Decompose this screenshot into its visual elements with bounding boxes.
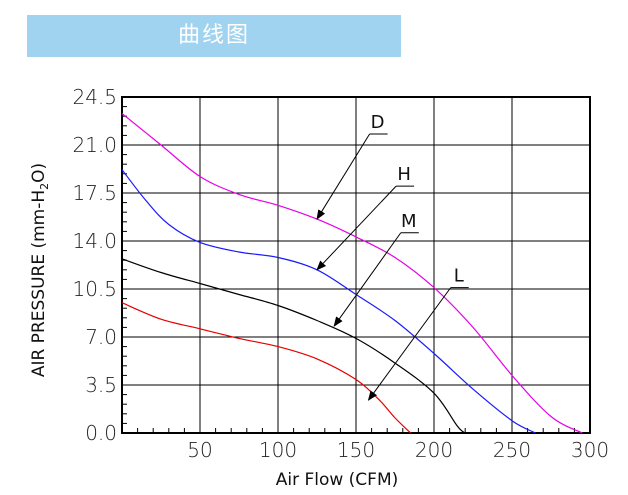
curve-label-m: M <box>401 211 417 232</box>
y-tick-label: 21.0 <box>72 133 117 157</box>
leader-arrow-d <box>316 133 371 220</box>
y-tick-label: 3.5 <box>85 373 117 397</box>
y-tick-label: 14.0 <box>72 229 117 253</box>
curve-h <box>121 169 536 434</box>
title-banner: 曲线图 <box>27 15 401 57</box>
y-axis-label-main: AIR PRESSURE (mm-H <box>29 190 49 377</box>
y-tick-label: 7.0 <box>85 325 117 349</box>
x-tick-label: 200 <box>415 438 453 462</box>
leader-arrow-l <box>367 287 452 401</box>
leader-arrow-h <box>316 185 397 271</box>
y-axis-ticks: 0.0 3.5 7.0 10.5 14.0 17.5 21.0 24.5 <box>72 85 117 445</box>
y-axis-label: AIR PRESSURE (mm-H2O) <box>29 163 51 377</box>
y-tick-label: 10.5 <box>72 277 117 301</box>
y-tick-label: 24.5 <box>72 85 117 109</box>
x-tick-label: 300 <box>571 438 609 462</box>
curve-label-l: L <box>454 266 464 287</box>
curve-label-h: H <box>397 164 411 185</box>
curve-label-d: D <box>371 112 385 133</box>
curve-d <box>121 113 583 434</box>
page-title: 曲线图 <box>177 23 250 48</box>
leader-arrow-m <box>333 232 402 327</box>
y-axis-label-sub: 2 <box>38 183 51 190</box>
x-tick-label: 50 <box>187 438 212 462</box>
y-tick-label: 17.5 <box>72 181 117 205</box>
curve-m <box>121 258 466 434</box>
x-axis-ticks: 50 100 150 200 250 300 <box>187 438 609 462</box>
curve-l <box>121 302 412 434</box>
x-axis-label: Air Flow (CFM) <box>276 470 399 490</box>
x-tick-label: 250 <box>493 438 531 462</box>
x-tick-label: 150 <box>337 438 375 462</box>
y-axis-label-tail: O) <box>29 163 49 183</box>
curve-annotations: D H M L <box>316 112 469 401</box>
x-tick-label: 100 <box>259 438 297 462</box>
y-tick-label: 0.0 <box>85 421 117 445</box>
chart-grid <box>121 96 591 434</box>
